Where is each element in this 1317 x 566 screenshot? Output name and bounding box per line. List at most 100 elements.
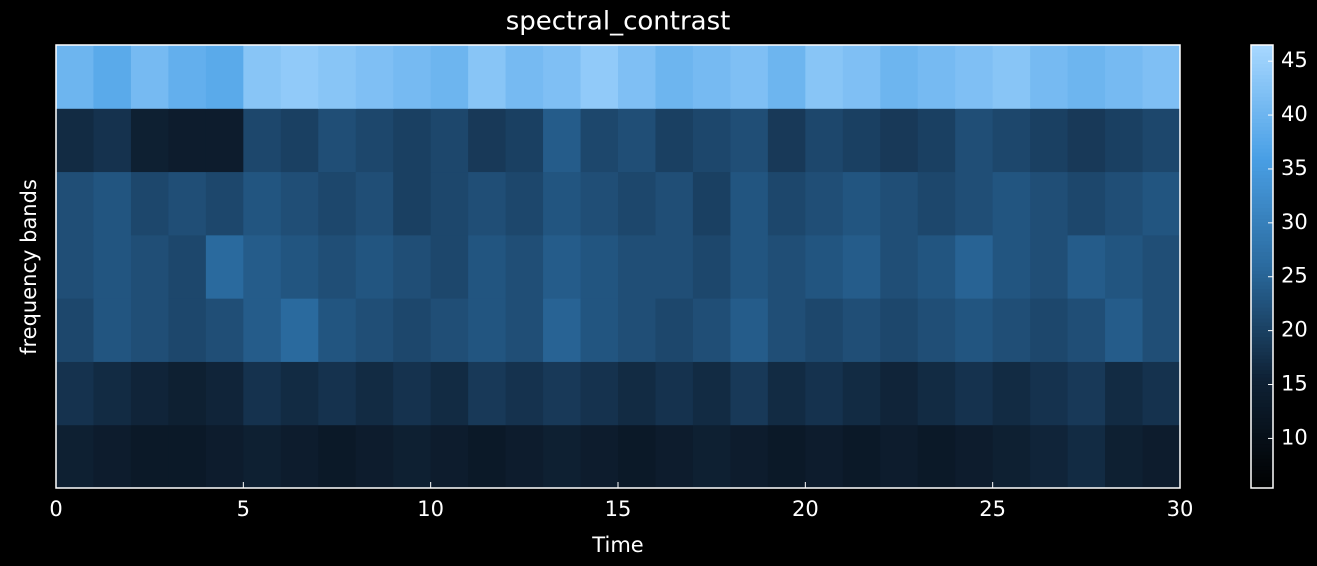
colorbar-segment [1251,384,1273,389]
heatmap-cell [1142,45,1181,109]
heatmap-cell [580,424,619,489]
colorbar-segment [1251,310,1273,315]
colorbar-segment [1251,78,1273,83]
heatmap-cell [56,424,94,489]
colorbar-segment [1251,321,1273,327]
heatmap-cell [468,171,507,236]
colorbar-segment [1251,100,1273,105]
heatmap-cell [355,171,394,236]
heatmap-cell [1142,108,1181,173]
colorbar-segment [1251,52,1273,57]
heatmap-cell [430,424,469,489]
heatmap-cell [955,361,994,426]
heatmap-cell [917,424,956,489]
heatmap-cell [505,171,544,236]
heatmap-cell [93,424,132,489]
heatmap-cell [880,108,919,173]
colorbar-segment [1251,200,1273,205]
colorbar-segment [1251,177,1273,183]
colorbar-segment [1251,159,1273,164]
heatmap-cell [842,234,881,299]
colorbar-segment [1251,465,1273,471]
colorbar-segment [1251,192,1273,197]
heatmap-cell [355,108,394,173]
colorbar-segment [1251,140,1273,146]
heatmap-cell [730,234,769,299]
heatmap-cell [130,108,169,173]
heatmap-cell [56,234,94,299]
colorbar-tick-label: 15 [1281,372,1308,396]
heatmap-cell [93,108,132,173]
heatmap-cell [1067,234,1106,299]
heatmap-cell [168,424,207,489]
heatmap-cell [355,298,394,362]
heatmap-cell [1105,108,1144,173]
heatmap-cell [767,45,806,109]
heatmap-cell [618,298,656,362]
heatmap-cell [280,45,319,109]
heatmap-cell [992,424,1031,489]
heatmap-cell [318,298,357,362]
colorbar-segment [1251,332,1273,338]
heatmap-cell [955,108,994,173]
colorbar-segment [1251,325,1273,330]
colorbar-segment [1251,377,1273,382]
heatmap-cell [543,45,582,109]
colorbar-segment [1251,351,1273,356]
colorbar-segment [1251,259,1273,264]
heatmap-cell [243,171,282,236]
heatmap-cell [730,424,769,489]
heatmap-cell [805,171,844,236]
x-tick-label: 10 [417,497,444,521]
heatmap-cell [730,171,769,236]
heatmap-cell [93,361,132,426]
heatmap-cell [318,108,357,173]
colorbar-segment [1251,473,1273,478]
heatmap-cell [1030,424,1069,489]
colorbar-segment [1251,233,1273,238]
heatmap-cell [393,424,432,489]
heatmap-cell [880,361,919,426]
colorbar-segment [1251,170,1273,175]
heatmap-cell [1030,108,1069,173]
heatmap-cell [842,424,881,489]
heatmap-cell [880,45,919,109]
heatmap-cell [1030,298,1069,362]
heatmap-cell [767,298,806,362]
colorbar-segment [1251,107,1273,112]
heatmap-cell [205,45,244,109]
colorbar-segment [1251,207,1273,212]
heatmap-cell [730,361,769,426]
heatmap-cell [430,298,469,362]
colorbar-segment [1251,122,1273,127]
heatmap-cell [1067,424,1106,489]
colorbar-tick-label: 45 [1281,48,1308,72]
heatmap-cell [543,424,582,489]
heatmap-cell [992,298,1031,362]
heatmap-cell [543,108,582,173]
heatmap-cell [917,361,956,426]
heatmap-cell [618,171,656,236]
heatmap-cell [767,234,806,299]
heatmap-cell [955,298,994,362]
heatmap-cell [580,298,619,362]
heatmap-cell [56,171,94,236]
colorbar-segment [1251,81,1273,87]
colorbar-tick-label: 10 [1281,425,1308,449]
colorbar-segment [1251,314,1273,319]
colorbar-segment [1251,181,1273,186]
colorbar-segment [1251,166,1273,172]
heatmap-cell [243,234,282,299]
heatmap-cell [355,234,394,299]
heatmap-cell [93,234,132,299]
x-tick-label: 25 [979,497,1006,521]
heatmap-cell [93,171,132,236]
heatmap-cell [692,424,731,489]
heatmap-cell [842,108,881,173]
colorbar-segment [1251,273,1273,279]
colorbar-segment [1251,366,1273,371]
colorbar-segment [1251,118,1273,124]
colorbar-segment [1251,240,1273,245]
heatmap-cell [130,45,169,109]
heatmap-cell [243,424,282,489]
